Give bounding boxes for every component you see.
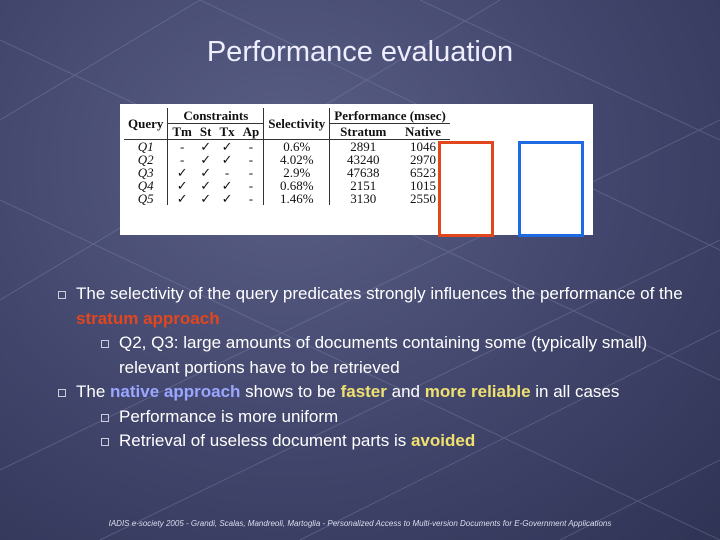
header-cell: Constraints xyxy=(167,108,265,124)
table-cell: 2550 xyxy=(410,191,437,206)
table-cell: 0.68% xyxy=(263,179,331,192)
table-cell: Q4 xyxy=(124,179,169,192)
table-cell: ✓ xyxy=(221,139,233,154)
bullet-marker xyxy=(58,389,66,397)
table-image: Query Constraints Selectivity Performanc… xyxy=(120,104,593,237)
bullet-text: shows to be xyxy=(240,382,341,401)
table-row: Q5 ✓ ✓ ✓ -1.46% 3130 2550 xyxy=(124,192,450,205)
bullet-text: Performance is more uniform xyxy=(119,406,339,426)
table-cell: 2151 xyxy=(350,178,377,193)
table-cell: 2891 xyxy=(350,139,377,154)
table-row: Q3 ✓ ✓ - -2.9% 47638 6523 xyxy=(124,166,450,179)
table-cell: - xyxy=(238,139,265,153)
table-row: Q4 ✓ ✓ ✓ -0.68% 2151 1015 xyxy=(124,179,450,192)
header-cell: Performance (msec) xyxy=(329,108,450,124)
bullet-marker xyxy=(58,291,66,299)
table-cell: ✓ xyxy=(200,178,212,193)
bullet-text: more reliable xyxy=(424,382,531,401)
bullet-text: stratum approach xyxy=(76,308,220,328)
table-cell: 2970 xyxy=(410,152,437,167)
bullet-marker xyxy=(101,340,109,348)
header-cell: Query xyxy=(124,108,169,140)
table-cell: Q1 xyxy=(124,139,169,153)
subheader-cell: Tx xyxy=(215,123,239,140)
table-cell: 1046 xyxy=(410,139,437,154)
table-cell: 4.02% xyxy=(263,153,331,166)
table-cell: - xyxy=(224,165,230,180)
table-cell: 43240 xyxy=(347,152,380,167)
table-cell: 1015 xyxy=(410,178,437,193)
table-cell: Q2 xyxy=(124,153,169,166)
table-cell: ✓ xyxy=(176,178,188,193)
table-cell: 3130 xyxy=(350,191,377,206)
bullet-marker xyxy=(101,413,109,422)
bullet-list: The selectivity of the query predicates … xyxy=(56,282,696,454)
bullet-text: The xyxy=(76,382,111,401)
footer: IADIS e-society 2005 - Grandi, Scalas, M… xyxy=(108,519,612,528)
sub-bullet: Q2, Q3: large amounts of documents conta… xyxy=(56,331,696,380)
table-cell: - xyxy=(179,152,185,167)
table-cell: ✓ xyxy=(200,139,212,154)
subheader-cell: Stratum xyxy=(329,123,397,140)
bullet-text: avoided xyxy=(410,431,476,450)
table-cell: - xyxy=(238,179,265,192)
subheader-cell: Native xyxy=(396,123,450,140)
slide-title: Performance evaluation xyxy=(206,36,514,68)
results-table: Query Constraints Selectivity Performanc… xyxy=(124,108,450,205)
bullet-text: in all cases xyxy=(530,382,620,401)
table-cell: - xyxy=(179,139,185,154)
table-cell: ✓ xyxy=(200,165,212,180)
sub-bullet: Performance is more uniform xyxy=(56,405,696,430)
bullet-marker xyxy=(101,438,109,446)
table-cell: ✓ xyxy=(200,152,212,167)
stratum-highlight xyxy=(438,141,494,237)
bullet-text: Q2, Q3: large amounts of documents conta… xyxy=(119,333,648,377)
subheader-cell: Tm xyxy=(167,123,196,140)
sub-bullet: Retrieval of useless document parts is a… xyxy=(56,429,696,454)
table-row: Q2- ✓ ✓ -4.02% 43240 2970 xyxy=(124,153,450,166)
table-cell: - xyxy=(238,166,265,179)
table-cell: Q5 xyxy=(124,192,169,205)
bullet: The selectivity of the query predicates … xyxy=(56,282,696,331)
table-cell: ✓ xyxy=(176,191,188,206)
table-cell: 2.9% xyxy=(263,166,331,179)
table-cell: 0.6% xyxy=(263,139,331,153)
header-cell: Selectivity xyxy=(263,108,331,140)
table-cell: 47638 xyxy=(347,165,380,180)
table-cell: ✓ xyxy=(200,191,212,206)
table-row: Q1- ✓ ✓ -0.6% 2891 1046 xyxy=(124,139,450,154)
table-cell: ✓ xyxy=(176,165,188,180)
subheader-cell: Ap xyxy=(238,123,265,140)
bullet: The native approach shows to be faster a… xyxy=(56,380,696,405)
table-cell: ✓ xyxy=(221,152,233,167)
table-cell: 1.46% xyxy=(263,192,331,205)
bullet-text: Retrieval of useless document parts is xyxy=(119,431,411,450)
subheader-cell: St xyxy=(195,123,216,140)
table-cell: ✓ xyxy=(221,191,233,206)
native-highlight xyxy=(518,141,584,237)
bullet-text: and xyxy=(386,382,425,401)
table-cell: Q3 xyxy=(124,166,169,179)
bullet-text: The selectivity of the query predicates … xyxy=(76,284,683,303)
bullet-text: faster xyxy=(340,382,387,401)
bullet-text: native approach xyxy=(110,382,241,401)
table-cell: - xyxy=(238,192,265,205)
table-cell: - xyxy=(238,153,265,166)
table-cell: 6523 xyxy=(410,165,437,180)
table-cell: ✓ xyxy=(221,178,233,193)
